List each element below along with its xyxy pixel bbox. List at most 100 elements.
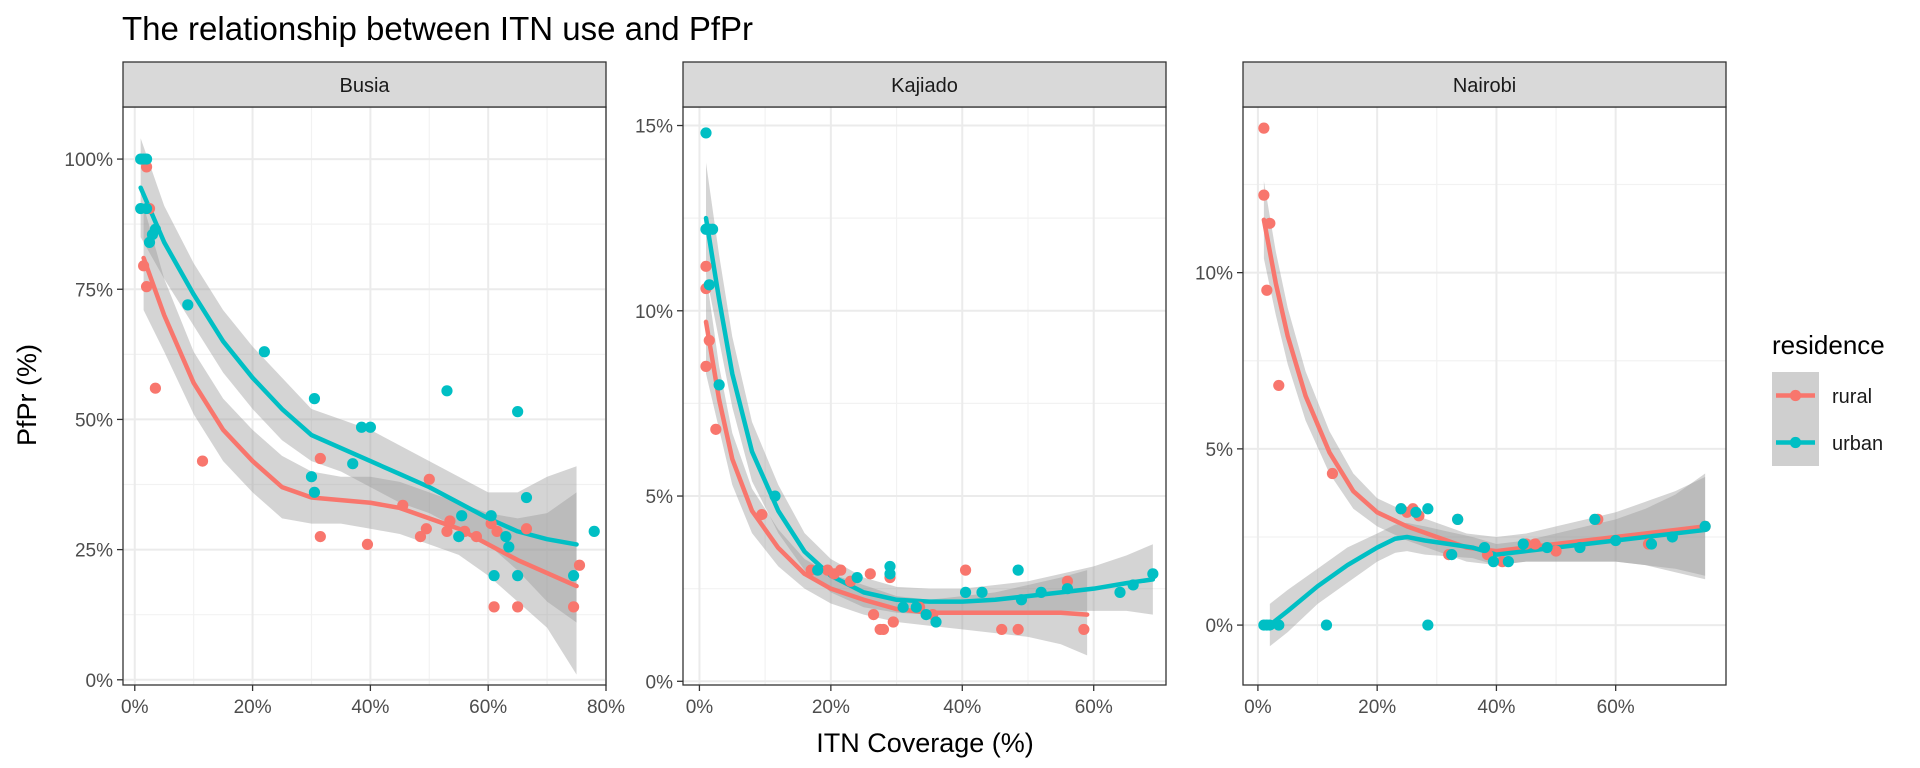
urban-point xyxy=(706,223,719,235)
rural-point xyxy=(520,523,533,535)
rural-point xyxy=(1012,623,1024,636)
y-tick-label: 25% xyxy=(75,541,113,562)
rural-point xyxy=(703,334,715,347)
x-tick-label: 60% xyxy=(1597,697,1635,718)
rural-point xyxy=(414,530,427,543)
urban-point xyxy=(910,601,922,613)
y-tick-label: 50% xyxy=(75,410,113,431)
urban-point xyxy=(1541,541,1553,554)
x-tick-label: 0% xyxy=(121,697,149,718)
urban-point xyxy=(1610,534,1622,547)
urban-point xyxy=(1487,556,1500,568)
facet-strip-label: Busia xyxy=(339,75,390,97)
panel-nairobi: Nairobi 0% 20% 40% 60% 0% 5% 10% xyxy=(1195,61,1727,718)
urban-point xyxy=(355,421,368,433)
legend-item-urban: urban xyxy=(1772,419,1883,466)
rural-point xyxy=(1326,467,1339,480)
rural-point xyxy=(485,517,497,530)
y-tick-label: 0% xyxy=(86,671,114,692)
rural-point xyxy=(568,601,580,613)
rural-point xyxy=(491,525,503,537)
urban-point xyxy=(140,153,153,165)
y-tick-label: 100% xyxy=(64,150,113,171)
rural-confidence-band xyxy=(143,205,577,675)
rural-confidence-band xyxy=(706,273,1088,656)
rural-point xyxy=(959,564,972,576)
rural-point xyxy=(423,473,435,485)
x-tick-label: 60% xyxy=(1075,697,1113,718)
urban-point xyxy=(700,127,712,139)
urban-point xyxy=(1127,579,1139,591)
y-tick-label: 10% xyxy=(635,302,673,323)
rural-point xyxy=(488,601,500,613)
legend: residence rural urban xyxy=(1772,330,1885,466)
rural-point xyxy=(1258,122,1270,134)
urban-point xyxy=(920,609,932,621)
urban-point xyxy=(897,601,909,613)
rural-point xyxy=(397,499,409,511)
legend-title: residence xyxy=(1772,330,1885,360)
legend-label: urban xyxy=(1832,433,1883,455)
urban-point xyxy=(1114,586,1126,598)
rural-point xyxy=(700,360,712,372)
y-tick-label: 75% xyxy=(75,280,113,301)
urban-point xyxy=(456,510,468,522)
urban-point xyxy=(1147,568,1159,580)
urban-point xyxy=(1446,548,1458,561)
urban-point xyxy=(149,223,161,235)
urban-point xyxy=(512,406,524,418)
urban-point xyxy=(703,279,715,291)
rural-point xyxy=(1264,217,1276,229)
urban-point xyxy=(1061,583,1074,595)
rural-point xyxy=(573,559,586,571)
rural-point xyxy=(512,601,524,613)
facet-strip xyxy=(1242,61,1727,108)
rural-point xyxy=(1273,379,1285,392)
urban-point xyxy=(485,510,497,522)
y-axis-title: PfPr (%) xyxy=(12,344,42,446)
urban-point xyxy=(1517,538,1529,550)
urban-point xyxy=(1035,586,1047,598)
urban-point xyxy=(308,486,321,498)
rural-point xyxy=(314,530,326,543)
urban-point xyxy=(347,458,359,470)
legend-item-rural: rural xyxy=(1772,372,1872,419)
legend-key-point xyxy=(1789,436,1802,449)
rural-trend-line xyxy=(141,255,579,589)
urban-point xyxy=(930,616,942,628)
urban-point xyxy=(568,570,580,582)
rural-point xyxy=(149,382,161,394)
y-tick-label: 5% xyxy=(646,487,674,508)
urban-point xyxy=(1012,564,1024,576)
y-tick-label: 10% xyxy=(1195,264,1233,285)
rural-point xyxy=(710,423,722,435)
urban-point xyxy=(258,346,270,358)
y-tick-label: 5% xyxy=(1206,440,1234,461)
urban-point xyxy=(1273,619,1285,631)
urban-trend-line xyxy=(138,185,579,547)
urban-point xyxy=(851,571,863,584)
urban-point xyxy=(769,490,781,502)
x-tick-label: 40% xyxy=(943,697,981,718)
chart-title: The relationship between ITN use and PfP… xyxy=(122,10,753,47)
facet-strip-label: Kajiado xyxy=(891,75,958,97)
urban-point xyxy=(512,570,524,582)
x-tick-label: 0% xyxy=(686,697,714,718)
urban-point xyxy=(1645,538,1658,550)
x-tick-label: 0% xyxy=(1244,697,1272,718)
urban-point xyxy=(182,299,194,311)
urban-point xyxy=(520,491,533,504)
rural-point xyxy=(444,515,456,527)
y-tick-label: 0% xyxy=(1206,616,1234,637)
rural-point xyxy=(1258,189,1270,201)
y-tick-label: 15% xyxy=(635,117,673,138)
urban-point xyxy=(364,421,376,433)
urban-point xyxy=(1264,619,1276,631)
panel-background xyxy=(1243,107,1726,685)
urban-point xyxy=(1422,503,1434,515)
rural-point xyxy=(470,530,483,543)
urban-point xyxy=(488,570,500,582)
rural-point xyxy=(700,260,712,272)
urban-point xyxy=(1699,520,1711,533)
urban-point xyxy=(976,586,988,598)
